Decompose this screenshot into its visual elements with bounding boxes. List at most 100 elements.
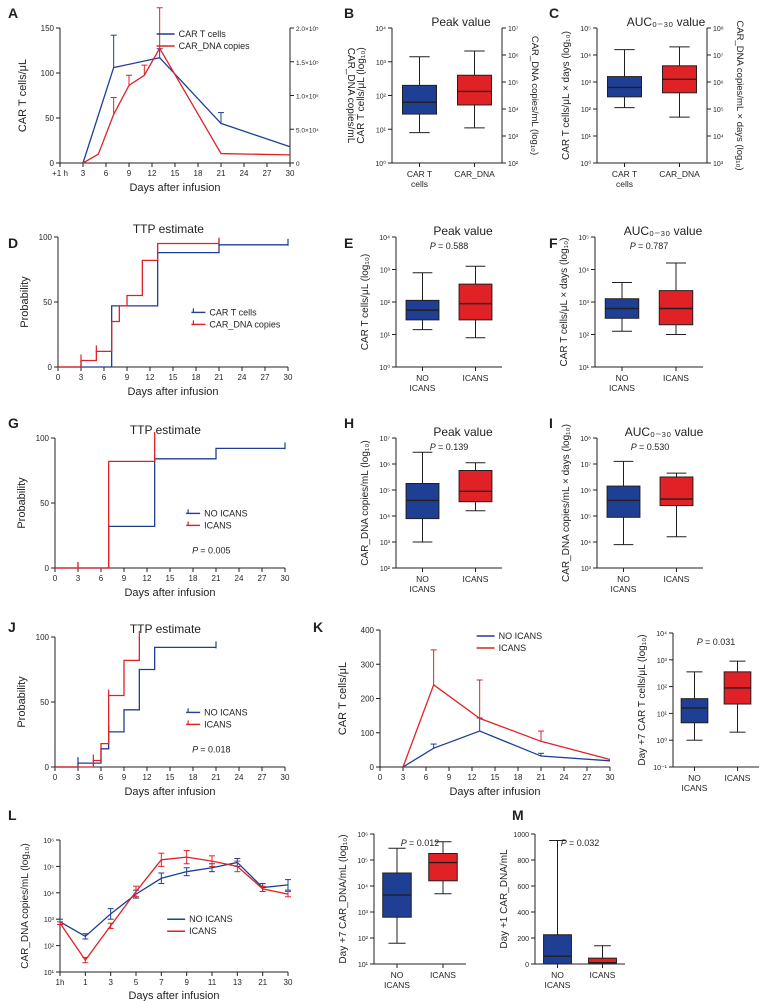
y-tick-label: 10⁵	[357, 858, 368, 865]
survival-curve	[55, 438, 156, 569]
y-tick-label: 150	[41, 24, 55, 33]
panel-e: E 10⁰ 10¹ 10² 10³ 10⁴ CAR T cells/μL (log₁₀) Pe…	[344, 224, 502, 393]
y-tick-label: 50	[43, 298, 52, 307]
panel-letter: E	[344, 235, 353, 251]
y-tick-label: 10³	[581, 566, 592, 573]
p-value-number: = 0.018	[200, 744, 230, 754]
survival-curve	[55, 646, 216, 768]
y-tick-label: 10⁴	[379, 514, 390, 521]
y-tick-label: 10⁵	[43, 864, 54, 871]
category-label: NO ICANS	[384, 970, 410, 990]
legend-label: CAR T cells	[209, 307, 257, 317]
panel-letter: J	[8, 619, 16, 635]
x-tick-label: 12	[468, 773, 477, 782]
panel-letter: M	[512, 807, 524, 823]
y-tick-label: 10²	[380, 566, 391, 573]
y-tick-label: 10²	[579, 333, 590, 340]
y-tick-label: 0	[525, 962, 529, 969]
p-value: P = 0.018	[192, 744, 230, 754]
y2-tick-label: 10⁴	[713, 134, 724, 141]
panel-letter: B	[344, 5, 354, 21]
x-tick-label: 1	[83, 978, 88, 987]
x-tick-label: 24	[235, 773, 244, 782]
y-tick-label: 10¹	[376, 127, 387, 134]
x-tick-label: 30	[606, 773, 615, 782]
legend-label: ICANS	[204, 719, 232, 729]
y-tick-label: 10⁵	[578, 235, 589, 242]
y-tick-label: 10³	[657, 658, 668, 665]
x-tick-label: +1 h	[52, 169, 68, 178]
y-tick-label: 50	[40, 499, 49, 508]
p-value: P = 0.787	[630, 241, 668, 251]
x-tick-label: 18	[194, 169, 203, 178]
legend-label: CAR_DNA copies	[179, 41, 251, 51]
x-tick-label: 18	[189, 574, 198, 583]
panel-letter: H	[344, 415, 354, 431]
y-tick-label: 100	[361, 729, 375, 738]
y-tick-label: 10⁶	[379, 462, 390, 469]
x-tick-label: 21	[217, 169, 226, 178]
p-value-letter: P	[697, 637, 705, 647]
y-tick-label: 10²	[358, 936, 369, 943]
y2-axis-label: CAR_DNA copies/mL × days (log₁₀)	[734, 20, 745, 170]
y-tick-label: 0	[45, 564, 50, 573]
x-tick-label: 9	[122, 574, 127, 583]
category-label-line: ICANS	[410, 584, 436, 594]
panel-c: C 10⁰ 10¹ 10² 10³ 10⁴ 10⁵ 10³ 10⁴ 10⁵ 10⁶ 10⁷ 10⁸ CAR…	[549, 5, 745, 189]
p-value-number: = 0.031	[705, 637, 735, 647]
p-value-letter: P	[430, 241, 438, 251]
y-axis-label: CAR T cells/μL	[337, 662, 349, 735]
p-value-number: = 0.530	[639, 442, 669, 452]
p-value-number: = 0.005	[200, 545, 230, 555]
x-tick-label: 24	[560, 773, 569, 782]
y2-tick-label: 1.5×10⁵	[296, 60, 319, 67]
y-axis-label: Probability	[16, 477, 28, 529]
chart-title: AUC₀₋₃₀ value	[624, 224, 703, 238]
x-tick-label: 3	[108, 978, 113, 987]
legend-label: NO ICANS	[204, 508, 248, 518]
panel-i: I 10³ 10⁴ 10⁵ 10⁶ 10⁷ 10⁸ CAR_DNA copies/mL × d…	[549, 415, 704, 594]
x-tick-label: 18	[189, 773, 198, 782]
category-label-line: cells	[616, 179, 633, 189]
x-tick-label: 6	[102, 373, 107, 382]
panel-f: F 10¹ 10² 10³ 10⁴ 10⁵ CAR T cells/μL × days (l…	[549, 224, 703, 393]
y-tick-label: 10⁰	[375, 160, 386, 168]
x-tick-label: 12	[146, 373, 155, 382]
p-value-number: = 0.012	[409, 838, 439, 848]
box	[606, 485, 641, 518]
x-tick-label: 12	[143, 574, 152, 583]
legend-label: ICANS	[499, 643, 527, 653]
y-tick-label: 600	[517, 884, 529, 891]
y2-axis-label: CAR_DNA copies/mL (log₁₀)	[529, 36, 540, 155]
y-axis-label: CAR T cells/μL (log₁₀)	[356, 47, 367, 143]
x-tick-label: 18	[192, 373, 201, 382]
chart-title: AUC₀₋₃₀ value	[627, 15, 706, 29]
y-axis-label: Probability	[19, 276, 31, 328]
survival-curve	[55, 637, 140, 768]
y-tick-label: 10⁶	[357, 832, 368, 839]
y2-tick-label: 10⁴	[508, 107, 519, 114]
panel-letter: A	[8, 5, 18, 21]
y-axis-label: Day +1 CAR_DNA/mL	[499, 849, 510, 949]
category-label-line: CAR T	[612, 169, 637, 179]
panel-letter: D	[8, 235, 18, 251]
y2-tick-label: 10³	[713, 161, 724, 168]
y-tick-label: 10⁷	[380, 436, 391, 443]
p-value: P = 0.139	[430, 442, 468, 452]
p-value-letter: P	[430, 442, 438, 452]
panel-k2: 10⁻¹ 10⁰ 10¹ 10² 10³ 10⁴ Day +7 CAR T cells/μL…	[637, 631, 759, 793]
box	[680, 698, 709, 724]
y-tick-label: 200	[517, 936, 529, 943]
y2-tick-label: 10⁶	[508, 53, 519, 60]
y-axis-label: CAR T cells/μL × days (log₁₀)	[561, 31, 572, 160]
p-value-letter: P	[192, 545, 200, 555]
y2-tick-label: 10⁶	[713, 80, 724, 87]
x-tick-label: 9	[122, 773, 127, 782]
x-tick-label: 30	[281, 773, 290, 782]
x-tick-label: 27	[258, 574, 267, 583]
chart-title: Peak value	[431, 15, 491, 29]
x-tick-label: 7	[159, 978, 164, 987]
x-tick-label: 6	[99, 574, 104, 583]
